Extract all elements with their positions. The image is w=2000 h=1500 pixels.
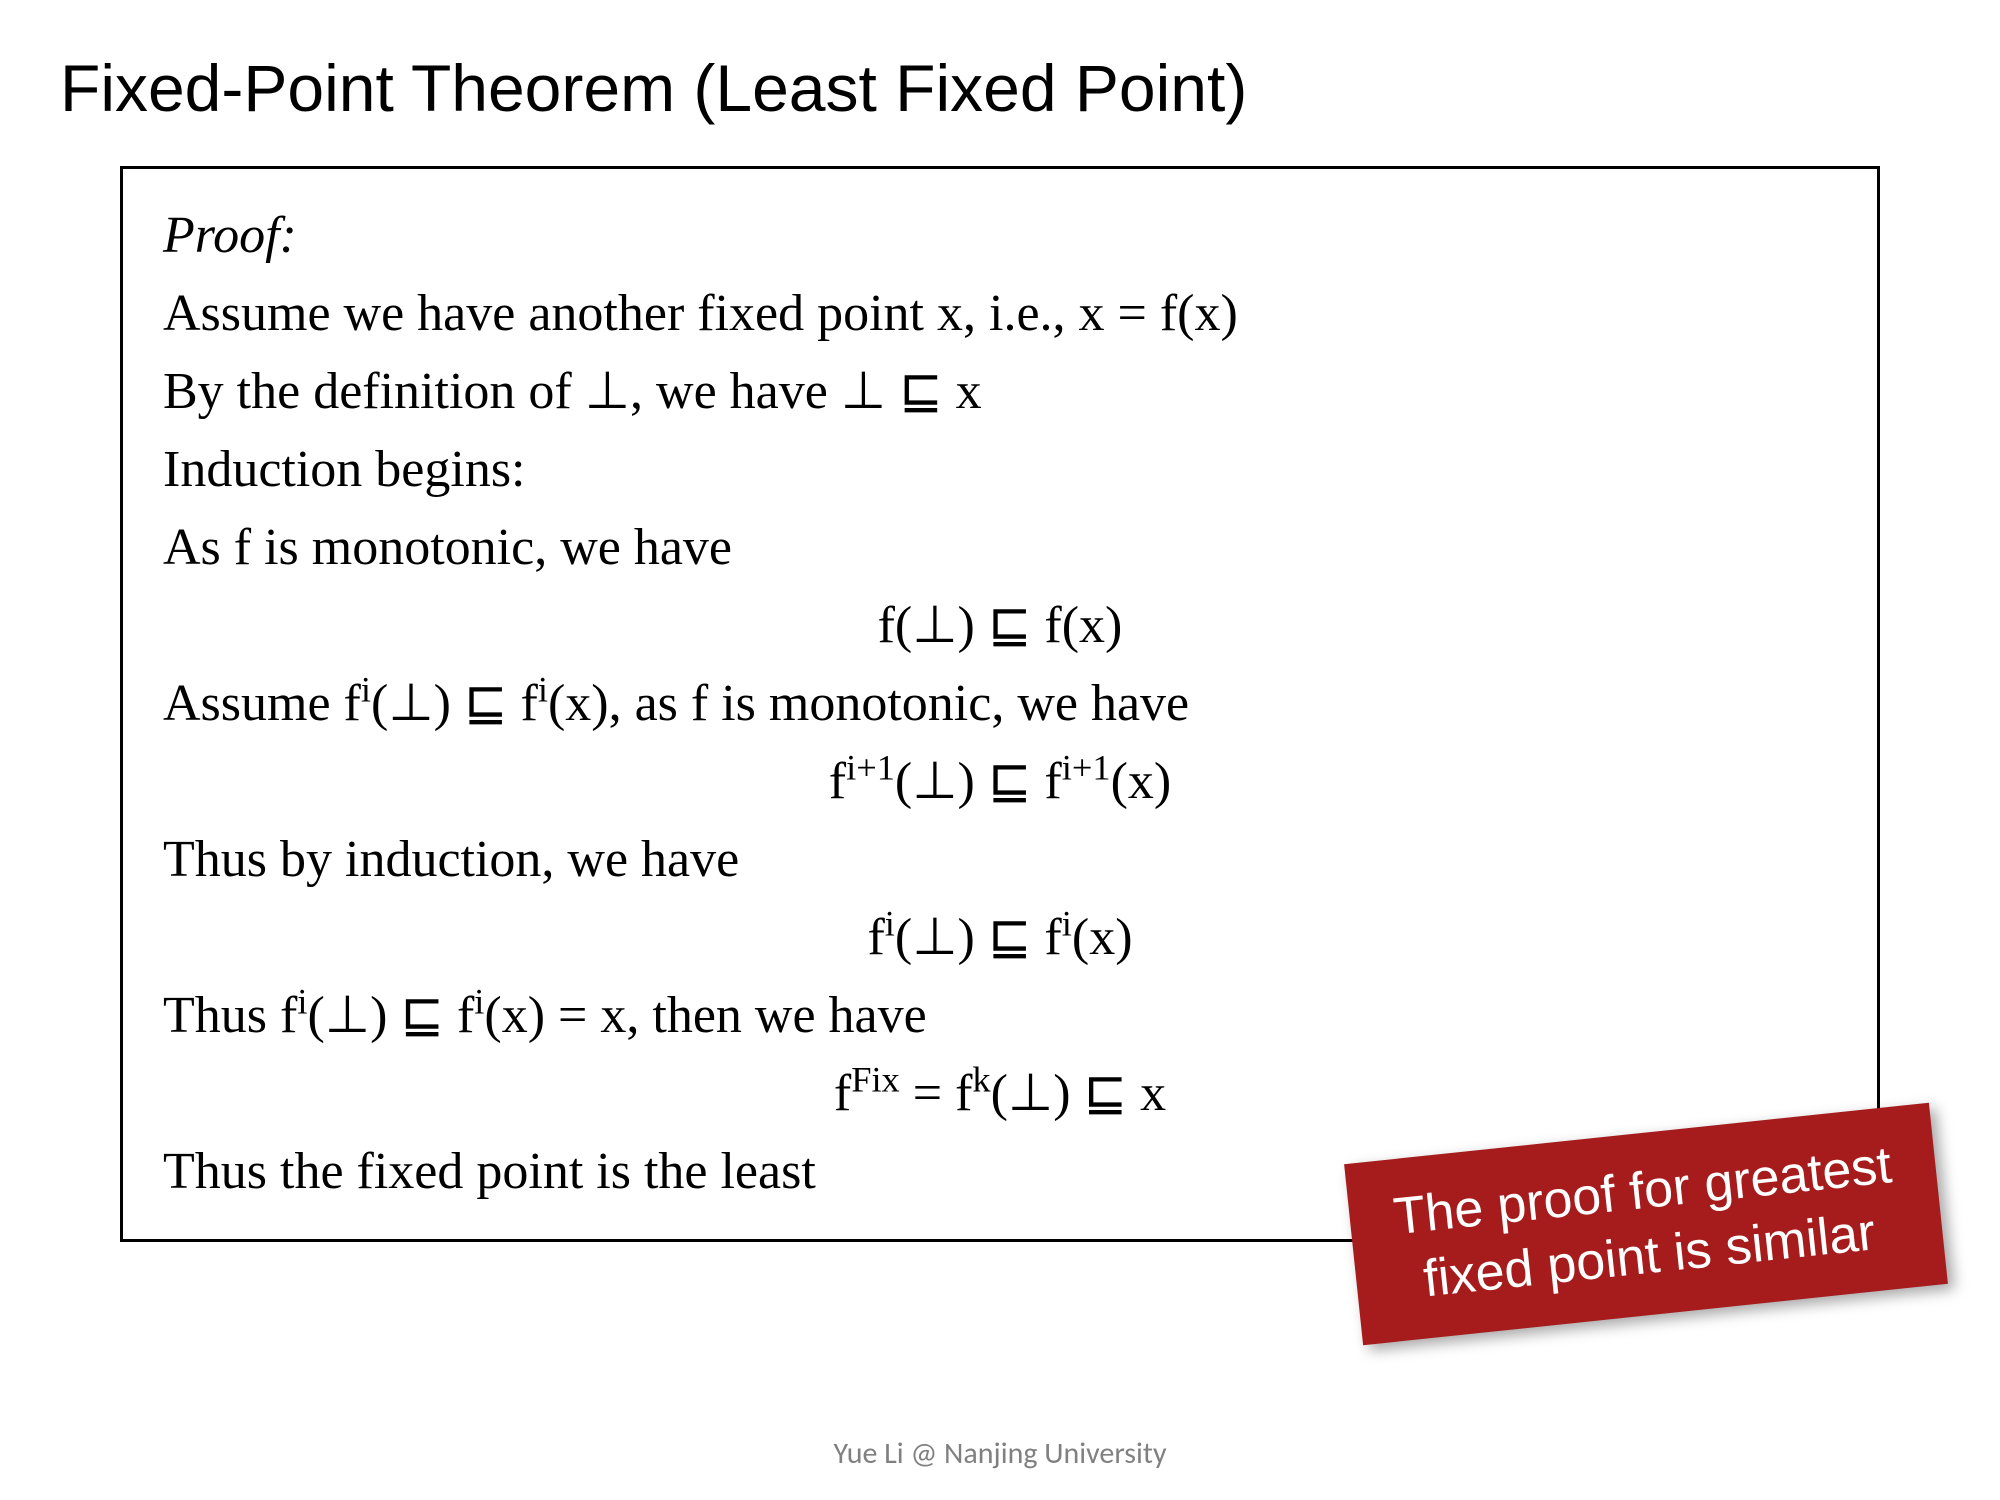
proof-box: Proof: Assume we have another fixed poin… xyxy=(120,166,1880,1242)
text-fragment: f xyxy=(867,909,884,966)
proof-line-3: Induction begins: xyxy=(163,431,1837,509)
superscript: k xyxy=(972,1060,990,1100)
superscript: i xyxy=(885,904,895,944)
text-fragment: (x) = x, then we have xyxy=(484,987,926,1044)
proof-line-7: fi+1(⊥) ⊑ fi+1(x) xyxy=(163,743,1837,821)
text-fragment: (⊥) ⊑ f xyxy=(895,753,1062,810)
superscript: i+1 xyxy=(1062,748,1111,788)
proof-line-6: Assume fi(⊥) ⊑ fi(x), as f is monotonic,… xyxy=(163,665,1837,743)
proof-line-9: fi(⊥) ⊑ fi(x) xyxy=(163,899,1837,977)
footer-attribution: Yue Li @ Nanjing University xyxy=(0,1435,2000,1472)
proof-line-8: Thus by induction, we have xyxy=(163,821,1837,899)
text-fragment: (x) xyxy=(1072,909,1133,966)
text-fragment: Assume f xyxy=(163,675,361,732)
slide-title: Fixed-Point Theorem (Least Fixed Point) xyxy=(60,50,1940,126)
text-fragment: f xyxy=(834,1065,851,1122)
proof-line-10: Thus fi(⊥) ⊑ fi(x) = x, then we have xyxy=(163,977,1837,1055)
slide: Fixed-Point Theorem (Least Fixed Point) … xyxy=(0,0,2000,1500)
text-fragment: (⊥) ⊑ f xyxy=(371,675,538,732)
proof-line-11: fFix = fk(⊥) ⊑ x xyxy=(163,1055,1837,1133)
text-fragment: (⊥) ⊑ x xyxy=(991,1065,1167,1122)
text-fragment: (⊥) ⊑ f xyxy=(895,909,1062,966)
superscript: i xyxy=(474,982,484,1022)
text-fragment: Thus f xyxy=(163,987,297,1044)
proof-line-4: As f is monotonic, we have xyxy=(163,509,1837,587)
text-fragment: = f xyxy=(900,1065,973,1122)
text-fragment: (⊥) ⊑ f xyxy=(307,987,474,1044)
superscript: i xyxy=(538,670,548,710)
superscript: Fix xyxy=(851,1060,900,1100)
text-fragment: f xyxy=(829,753,846,810)
proof-line-1: Assume we have another fixed point x, i.… xyxy=(163,275,1837,353)
superscript: i xyxy=(361,670,371,710)
proof-line-5: f(⊥) ⊑ f(x) xyxy=(163,587,1837,665)
proof-heading: Proof: xyxy=(163,197,1837,275)
text-fragment: (x), as f is monotonic, we have xyxy=(548,675,1189,732)
superscript: i xyxy=(297,982,307,1022)
proof-line-2: By the definition of ⊥, we have ⊥ ⊑ x xyxy=(163,353,1837,431)
superscript: i xyxy=(1062,904,1072,944)
text-fragment: (x) xyxy=(1111,753,1172,810)
superscript: i+1 xyxy=(846,748,895,788)
